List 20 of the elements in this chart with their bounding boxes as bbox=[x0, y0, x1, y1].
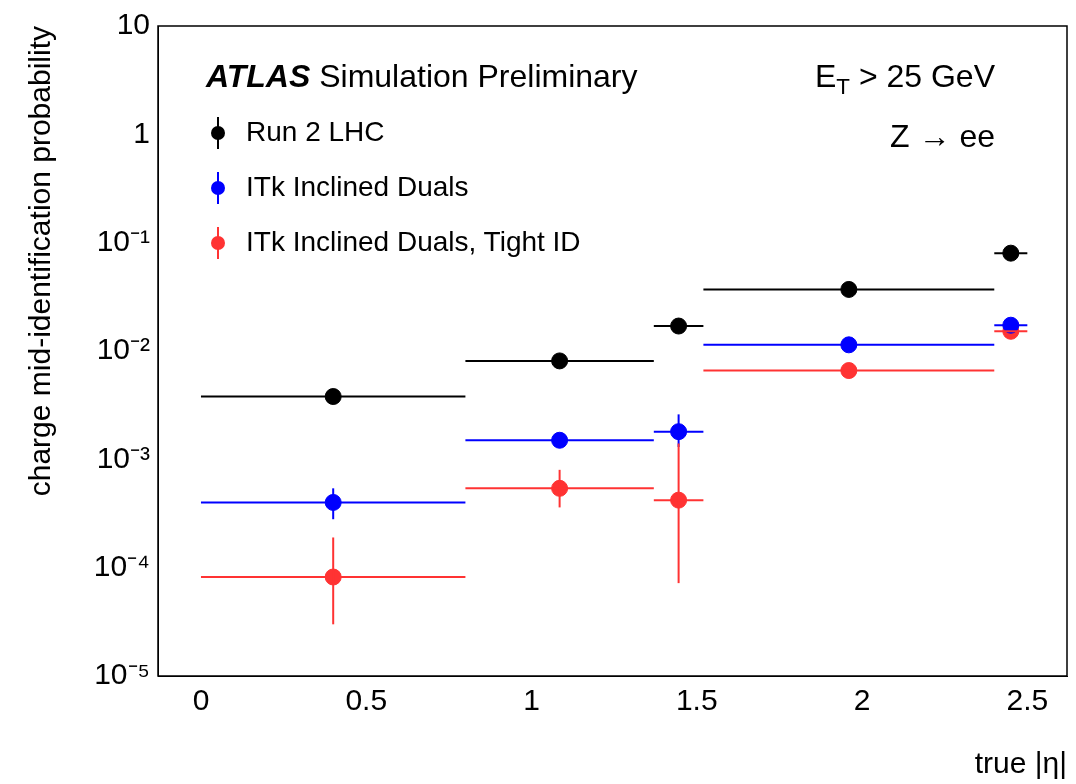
x-tick-label: 1.5 bbox=[675, 683, 718, 717]
y-tick-label: 10 bbox=[116, 7, 150, 41]
y-axis-title: charge mid-identification probability bbox=[23, 26, 57, 497]
x-tick-label: 2 bbox=[853, 683, 871, 717]
y-tick-label: 10⁻³ bbox=[96, 440, 151, 474]
y-tick-label: 10⁻² bbox=[96, 332, 151, 366]
y-tick-label: 10⁻¹ bbox=[96, 223, 151, 257]
annotation: ATLAS Simulation Preliminary bbox=[205, 57, 638, 94]
y-tick-label: 10⁻⁴ bbox=[93, 548, 150, 582]
legend-label: Run 2 LHC bbox=[246, 115, 385, 147]
x-tick-label: 1 bbox=[523, 683, 540, 717]
x-axis-title: true |η| bbox=[974, 746, 1067, 780]
y-tick-label: 1 bbox=[133, 115, 150, 149]
y-tick-label: 10⁻⁵ bbox=[94, 657, 150, 691]
legend-label: ITk Inclined Duals bbox=[246, 170, 469, 202]
annotation: Z → ee bbox=[890, 117, 995, 154]
x-tick-label: 0.5 bbox=[345, 683, 388, 717]
x-tick-label: 0 bbox=[192, 683, 210, 717]
legend-label: ITk Inclined Duals, Tight ID bbox=[246, 225, 581, 257]
x-tick-label: 2.5 bbox=[1006, 683, 1049, 717]
